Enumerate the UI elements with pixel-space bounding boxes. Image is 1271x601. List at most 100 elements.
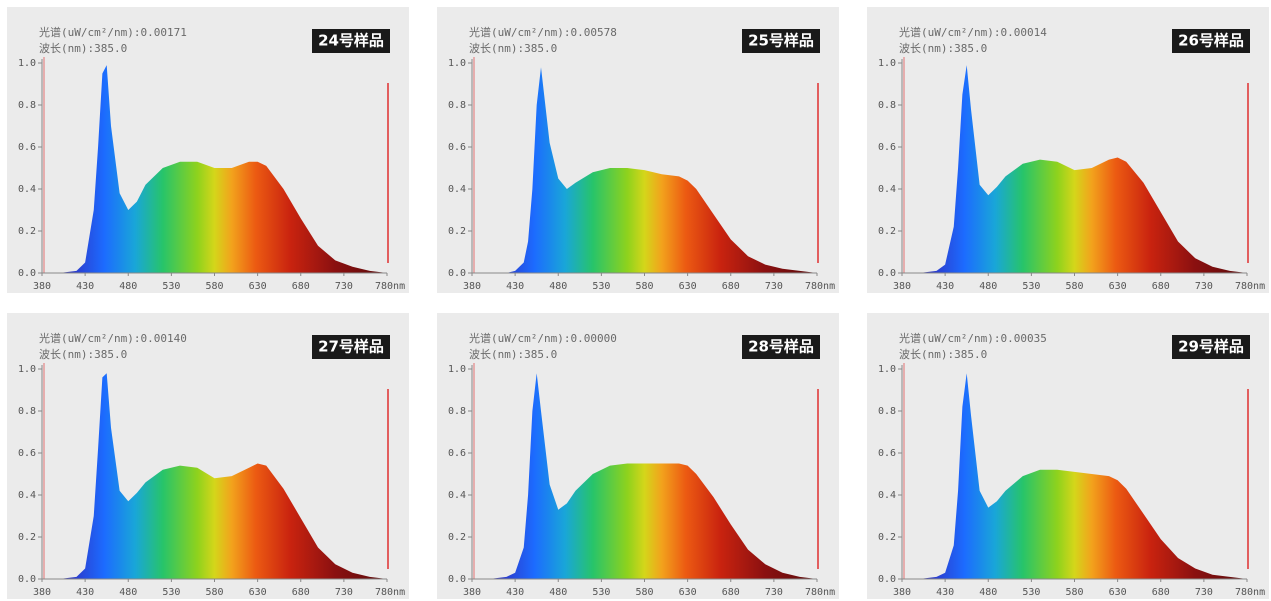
y-tick-label: 0.8 — [878, 406, 896, 417]
sample-title: 27号样品 — [318, 338, 384, 356]
y-tick-label: 0.8 — [878, 100, 896, 111]
badge — [1172, 335, 1250, 359]
x-tick-label: 730 — [765, 587, 783, 598]
y-tick-label: 0.0 — [448, 268, 466, 279]
chart-panel: 380 430 480 530 580 630 680 730 780nm 0.0 0.2 0.4 0.… — [867, 7, 1269, 293]
wavelength-label: 波长(nm):385.0 — [39, 42, 127, 55]
x-tick-label: 730 — [335, 587, 353, 598]
x-tick-label: 630 — [1109, 587, 1127, 598]
wavelength-label: 波长(nm):385.0 — [899, 42, 987, 55]
x-tick-label: 430 — [936, 281, 954, 292]
x-tick-label: 780nm — [1235, 587, 1265, 598]
x-tick-label: 430 — [936, 587, 954, 598]
x-tick-label: 380 — [33, 281, 51, 292]
chart-panel: 380 430 480 530 580 630 680 730 780nm 0.0 0.2 0.4 0.… — [867, 313, 1269, 599]
y-tick-label: 0.8 — [448, 406, 466, 417]
chart-panel: 380 430 480 530 580 630 680 730 780nm 0.0 0.2 0.4 0.… — [437, 313, 839, 599]
badge — [742, 29, 820, 53]
y-tick-label: 0.6 — [18, 142, 36, 153]
x-tick-label: 380 — [893, 281, 911, 292]
x-tick-label: 480 — [119, 587, 137, 598]
y-tick-label: 1.0 — [18, 364, 36, 375]
y-tick-label: 0.2 — [878, 532, 896, 543]
spectrum-area — [42, 373, 387, 579]
x-tick-label: 380 — [893, 587, 911, 598]
spectrum-area — [472, 373, 817, 579]
y-tick-label: 0.0 — [18, 574, 36, 585]
y-tick-label: 0.4 — [18, 184, 36, 195]
x-tick-label: 630 — [679, 587, 697, 598]
y-tick-label: 0.6 — [878, 142, 896, 153]
x-tick-label: 530 — [162, 587, 180, 598]
chart-panel: 380 430 480 530 580 630 680 730 780nm 0.0 0.2 0.4 0.… — [7, 7, 409, 293]
y-tick-label: 0.2 — [18, 532, 36, 543]
y-tick-label: 0.0 — [18, 268, 36, 279]
badge — [742, 335, 820, 359]
y-tick-label: 0.6 — [878, 448, 896, 459]
x-tick-label: 730 — [1195, 587, 1213, 598]
badge — [1172, 29, 1250, 53]
x-tick-label: 630 — [1109, 281, 1127, 292]
x-tick-label: 680 — [292, 281, 310, 292]
x-tick-label: 480 — [979, 281, 997, 292]
y-tick-label: 0.8 — [18, 100, 36, 111]
x-tick-label: 630 — [249, 281, 267, 292]
x-tick-label: 680 — [1152, 587, 1170, 598]
x-tick-label: 780nm — [805, 281, 835, 292]
y-tick-label: 0.6 — [448, 448, 466, 459]
x-tick-label: 580 — [1065, 281, 1083, 292]
spectrum-label: 光谱(uW/cm²/nm):0.00578 — [469, 25, 617, 39]
chart-panel: 380 430 480 530 580 630 680 730 780nm 0.0 0.2 0.4 0.… — [7, 313, 409, 599]
x-tick-label: 730 — [765, 281, 783, 292]
x-tick-label: 780nm — [1235, 281, 1265, 292]
y-tick-label: 0.6 — [448, 142, 466, 153]
x-tick-label: 530 — [592, 281, 610, 292]
wavelength-label: 波长(nm):385.0 — [39, 348, 127, 361]
x-tick-label: 380 — [33, 587, 51, 598]
x-tick-label: 680 — [292, 587, 310, 598]
y-tick-label: 0.4 — [878, 184, 896, 195]
y-tick-label: 0.0 — [878, 574, 896, 585]
x-tick-label: 430 — [76, 281, 94, 292]
x-tick-label: 580 — [205, 587, 223, 598]
sample-title: 26号样品 — [1178, 32, 1244, 50]
x-tick-label: 580 — [635, 587, 653, 598]
wavelength-label: 波长(nm):385.0 — [469, 42, 557, 55]
spectrum-label: 光谱(uW/cm²/nm):0.00035 — [899, 331, 1047, 345]
x-tick-label: 730 — [335, 281, 353, 292]
y-tick-label: 0.0 — [448, 574, 466, 585]
y-tick-label: 1.0 — [878, 58, 896, 69]
chart-panel: 380 430 480 530 580 630 680 730 780nm 0.0 0.2 0.4 0.… — [437, 7, 839, 293]
y-tick-label: 0.8 — [18, 406, 36, 417]
y-tick-label: 1.0 — [448, 364, 466, 375]
x-tick-label: 580 — [635, 281, 653, 292]
x-tick-label: 580 — [1065, 587, 1083, 598]
spectrum-label: 光谱(uW/cm²/nm):0.00171 — [39, 25, 187, 39]
spectrum-area — [472, 67, 817, 273]
y-tick-label: 0.6 — [18, 448, 36, 459]
x-tick-label: 480 — [119, 281, 137, 292]
y-tick-label: 0.4 — [448, 490, 466, 501]
x-tick-label: 680 — [1152, 281, 1170, 292]
x-tick-label: 580 — [205, 281, 223, 292]
x-tick-label: 430 — [76, 587, 94, 598]
x-tick-label: 780nm — [805, 587, 835, 598]
wavelength-label: 波长(nm):385.0 — [899, 348, 987, 361]
y-tick-label: 1.0 — [18, 58, 36, 69]
badge — [312, 29, 390, 53]
x-tick-label: 430 — [506, 587, 524, 598]
x-tick-label: 680 — [722, 587, 740, 598]
spectrum-area — [902, 65, 1247, 273]
y-tick-label: 0.8 — [448, 100, 466, 111]
sample-title: 25号样品 — [748, 32, 814, 50]
x-tick-label: 480 — [549, 587, 567, 598]
spectrum-area — [42, 65, 387, 273]
spectrum-area — [902, 373, 1247, 579]
y-tick-label: 0.4 — [878, 490, 896, 501]
y-tick-label: 0.2 — [448, 226, 466, 237]
spectrum-label: 光谱(uW/cm²/nm):0.00014 — [899, 25, 1047, 39]
x-tick-label: 630 — [249, 587, 267, 598]
x-tick-label: 430 — [506, 281, 524, 292]
y-tick-label: 0.2 — [878, 226, 896, 237]
